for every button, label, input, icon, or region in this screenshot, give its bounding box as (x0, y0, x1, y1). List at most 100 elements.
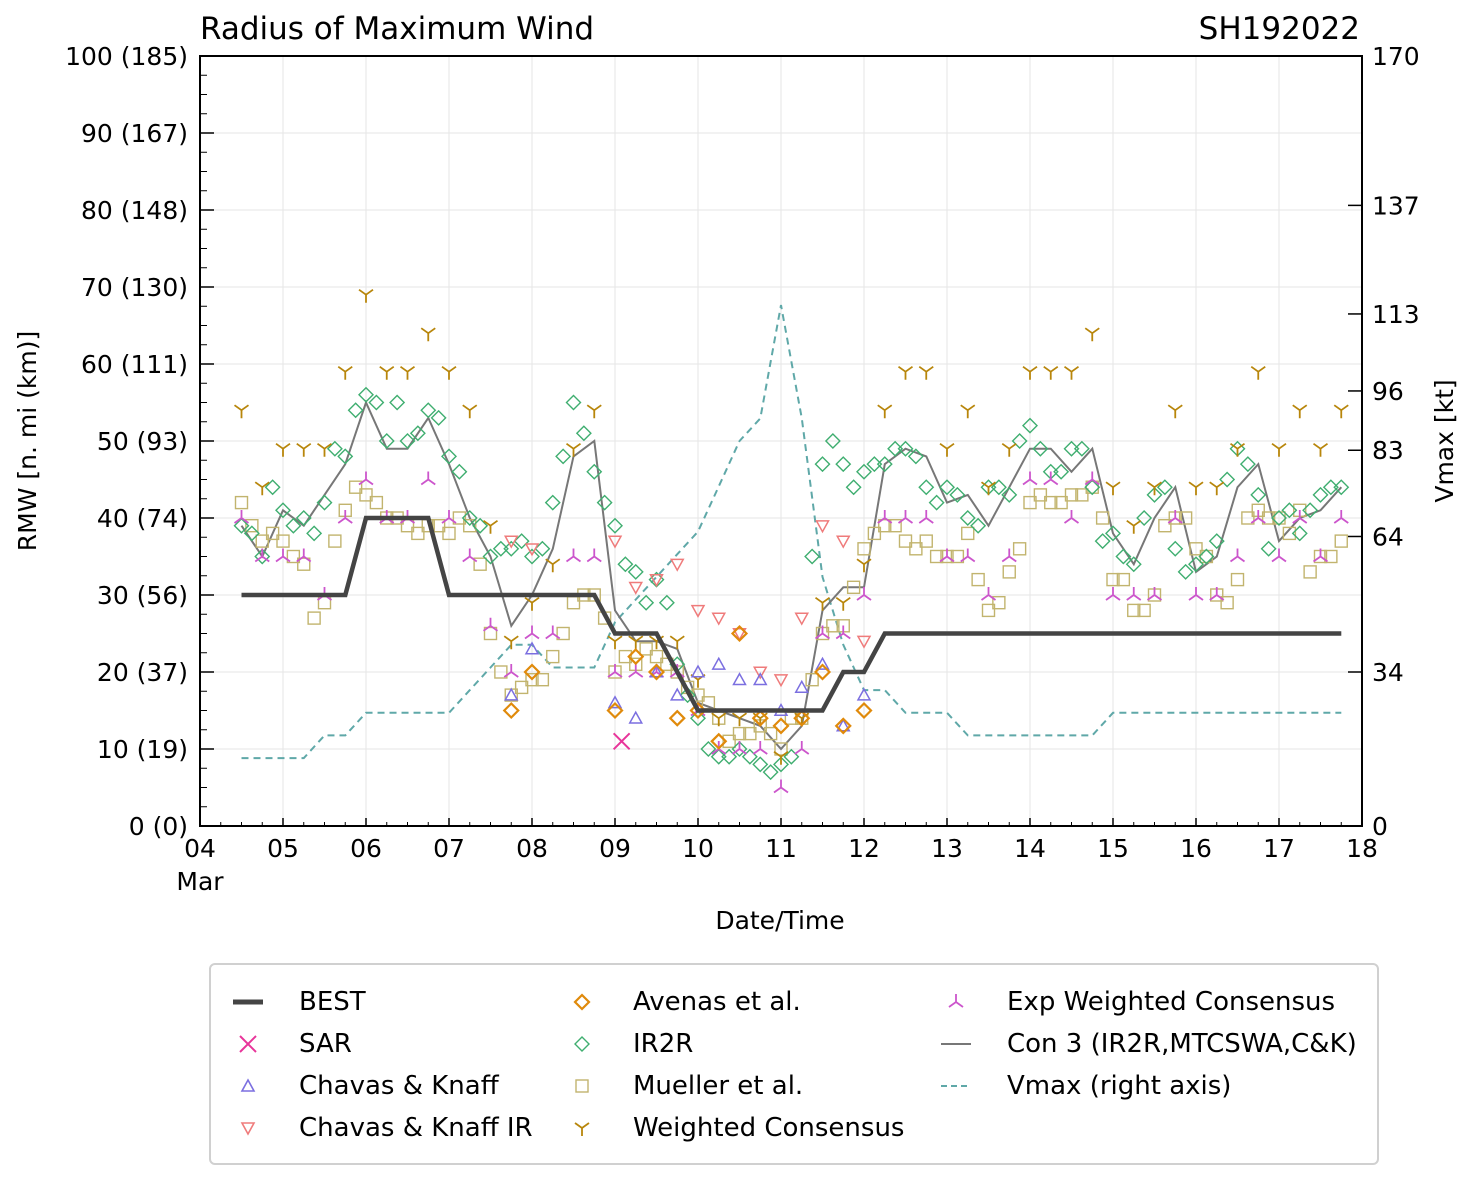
y-tick-label: 30 (56) (97, 581, 188, 610)
legend-item-con3: Con 3 (IR2R,MTCSWA,C&K) (941, 1025, 1357, 1063)
ir2r-point (741, 748, 758, 765)
exp-weighted-consensus-point (462, 548, 478, 563)
mueller-point (535, 673, 550, 687)
exp-weighted-consensus-point (628, 664, 644, 678)
chavas-knaff-point (607, 695, 623, 709)
ir2r-point (368, 394, 385, 411)
mueller-point (1241, 511, 1255, 525)
ir2r-point (389, 394, 406, 411)
mueller-point (971, 572, 985, 587)
ir2r-point (1312, 486, 1329, 503)
x-month-label: Mar (176, 867, 224, 896)
avenas-point (793, 709, 811, 727)
ir2r-point (1136, 510, 1153, 526)
weighted-consensus-point (814, 596, 831, 611)
ir2r-point (1022, 417, 1038, 434)
ir2r-point (596, 494, 613, 511)
exp-weighted-consensus-point (482, 617, 499, 632)
exp-weighted-consensus-point (420, 471, 436, 486)
mueller-point (245, 519, 259, 533)
exp-weighted-consensus-point (233, 510, 250, 524)
ir2r-point (731, 741, 748, 757)
weighted-consensus-point (1333, 404, 1349, 419)
ir2r-point (783, 748, 800, 765)
ir2r-point (970, 517, 987, 534)
ir2r-point (565, 394, 582, 411)
mueller-point (732, 726, 747, 741)
mueller-point (909, 542, 923, 556)
ir2r-point (1177, 563, 1194, 580)
avenas-point (689, 701, 707, 720)
ir2r-point (1156, 479, 1173, 496)
ir2r-point (1219, 471, 1236, 488)
ir2r-point (752, 756, 769, 773)
mueller-point (898, 534, 913, 548)
best-track-line (241, 515, 1342, 713)
ir2r-point (710, 748, 727, 765)
weighted-consensus-point (1250, 365, 1266, 380)
mueller-point (463, 519, 477, 533)
avenas-point (751, 709, 769, 727)
chavas-knaff-point (794, 679, 810, 693)
series-layer (233, 288, 1350, 794)
chavas-knaff-ir-point (628, 581, 644, 595)
ir2r-point (358, 386, 374, 403)
ir2r-point (690, 710, 706, 727)
y-right-axis-label: Vmax [kt] (1430, 379, 1459, 502)
storm-id: SH192022 (1199, 11, 1360, 47)
legend: BEST SAR Chavas & Knaff Chavas & Knaff I… (209, 963, 1379, 1165)
ir2r-point (555, 448, 572, 465)
ir2r-point (1208, 533, 1225, 550)
ir2r-point (918, 479, 935, 496)
mueller-point (774, 742, 788, 756)
ir2r-point (617, 556, 634, 573)
mueller-point (255, 534, 269, 548)
exp-weighted-consensus-point (503, 664, 519, 678)
weighted-consensus-point (1126, 519, 1142, 534)
weighted-consensus-point (1063, 365, 1080, 380)
ir2r-point (1063, 440, 1080, 457)
mueller-point (1158, 519, 1172, 533)
mueller-point (1064, 488, 1079, 502)
legend-label-sar: SAR (299, 1029, 352, 1059)
x-tick-label: 12 (848, 834, 880, 863)
mueller-point (867, 526, 882, 541)
mueller-point (929, 549, 944, 564)
y-tick-label: 20 (37) (97, 658, 188, 687)
chavas-knaff-point (815, 656, 830, 670)
exp-weighted-consensus-point (939, 548, 955, 563)
ir2r-point (1053, 463, 1070, 480)
ir2r-point (1198, 548, 1215, 565)
weighted-consensus-point (462, 404, 478, 419)
mueller-point (307, 611, 321, 625)
chavas-knaff-point (711, 656, 727, 670)
legend-swatch-con3 (941, 1043, 971, 1045)
mueller-point (1127, 603, 1141, 618)
chavas-knaff-ir-point (690, 604, 706, 618)
ir2r-point (1011, 433, 1028, 449)
ir2r-point (254, 548, 271, 565)
ir2r-point (243, 525, 260, 542)
ir2r-point (264, 479, 281, 496)
weighted-consensus-point (835, 596, 851, 611)
ir2r-point (513, 533, 530, 550)
ir2r-point (347, 402, 364, 419)
ir2r-point (1250, 486, 1267, 503)
ir2r-point (627, 563, 644, 580)
chavas-knaff-point (649, 664, 664, 678)
weighted-consensus-point (1188, 481, 1204, 496)
mueller-point (1220, 596, 1234, 610)
ir2r-point (275, 502, 291, 519)
ir2r-point (1281, 502, 1298, 519)
ir2r-point (1001, 486, 1018, 503)
ir2r-point (939, 479, 955, 496)
y-right-tick-label: 96 (1372, 377, 1404, 406)
x-tick-label: 06 (350, 834, 382, 863)
ir2r-point (378, 433, 395, 449)
ir2r-point (990, 479, 1007, 496)
exp-weighted-consensus-point (275, 548, 291, 563)
chavas-knaff-ir-point (711, 612, 727, 626)
avenas-point (813, 663, 832, 681)
weighted-consensus-point (545, 558, 561, 573)
ir2r-point (306, 525, 323, 542)
